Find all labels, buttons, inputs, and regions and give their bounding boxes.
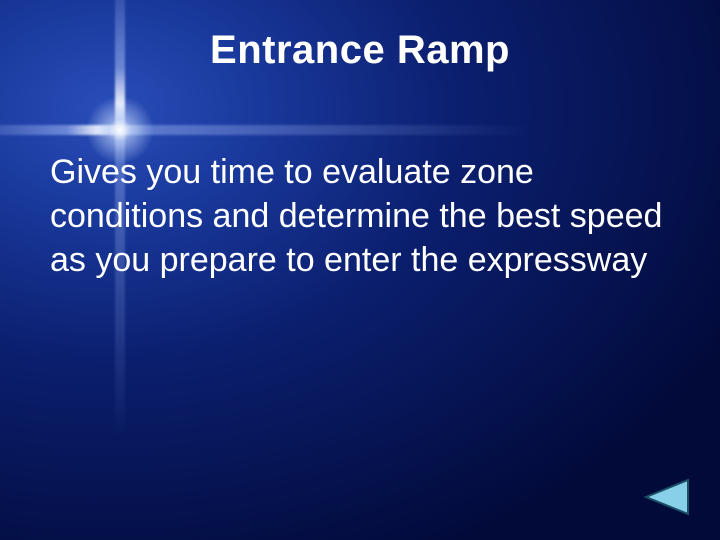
slide-title: Entrance Ramp [0, 28, 720, 73]
lens-flare-horizontal [0, 125, 720, 135]
back-button[interactable] [642, 478, 690, 516]
slide-body-text: Gives you time to evaluate zone conditio… [50, 150, 670, 283]
triangle-left-icon [642, 478, 690, 516]
back-triangle-shape [646, 480, 688, 514]
slide: Entrance Ramp Gives you time to evaluate… [0, 0, 720, 540]
